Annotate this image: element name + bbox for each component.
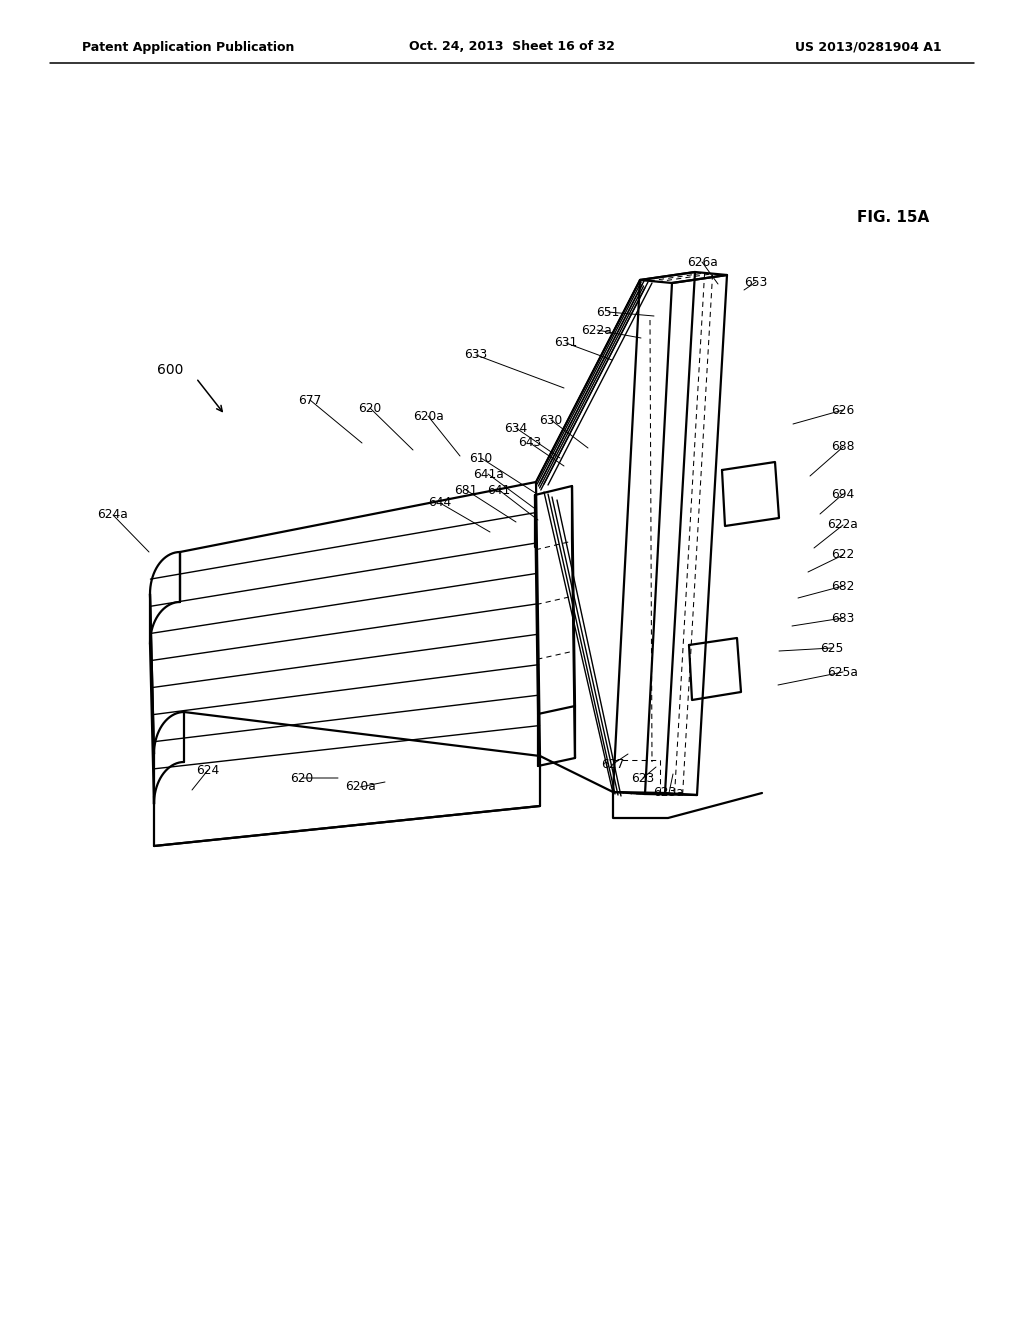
Text: 600: 600 <box>157 363 183 378</box>
Text: 623a: 623a <box>653 787 684 800</box>
Text: Oct. 24, 2013  Sheet 16 of 32: Oct. 24, 2013 Sheet 16 of 32 <box>409 41 615 54</box>
Text: 620: 620 <box>358 401 382 414</box>
Text: FIG. 15A: FIG. 15A <box>857 210 929 226</box>
Text: 641: 641 <box>487 483 511 496</box>
Text: 644: 644 <box>428 496 452 510</box>
Text: Patent Application Publication: Patent Application Publication <box>82 41 294 54</box>
Text: 681: 681 <box>455 483 477 496</box>
Text: 634: 634 <box>505 421 527 434</box>
Text: 620a: 620a <box>413 409 443 422</box>
Text: 626a: 626a <box>687 256 718 268</box>
Text: 694: 694 <box>831 487 855 500</box>
Text: 641a: 641a <box>473 467 504 480</box>
Text: 622a: 622a <box>827 519 858 532</box>
Text: 620: 620 <box>291 771 313 784</box>
Text: 624a: 624a <box>97 508 128 521</box>
Text: US 2013/0281904 A1: US 2013/0281904 A1 <box>796 41 942 54</box>
Text: 651: 651 <box>596 305 620 318</box>
Text: 620a: 620a <box>345 780 376 793</box>
Text: 677: 677 <box>298 393 322 407</box>
Text: 630: 630 <box>540 413 562 426</box>
Text: 682: 682 <box>831 579 855 593</box>
Text: 633: 633 <box>464 348 487 362</box>
Text: 625a: 625a <box>827 665 858 678</box>
Text: 626: 626 <box>831 404 855 417</box>
Text: 625: 625 <box>820 642 844 655</box>
Text: 688: 688 <box>831 441 855 454</box>
Text: 622: 622 <box>831 549 855 561</box>
Text: 627: 627 <box>601 758 625 771</box>
Text: 653: 653 <box>744 276 768 289</box>
Text: 631: 631 <box>554 337 578 350</box>
Text: 643: 643 <box>518 437 542 450</box>
Text: 623: 623 <box>632 771 654 784</box>
Text: 624: 624 <box>197 763 219 776</box>
Text: 610: 610 <box>469 451 493 465</box>
Text: 683: 683 <box>831 611 855 624</box>
Text: 622a: 622a <box>582 323 612 337</box>
